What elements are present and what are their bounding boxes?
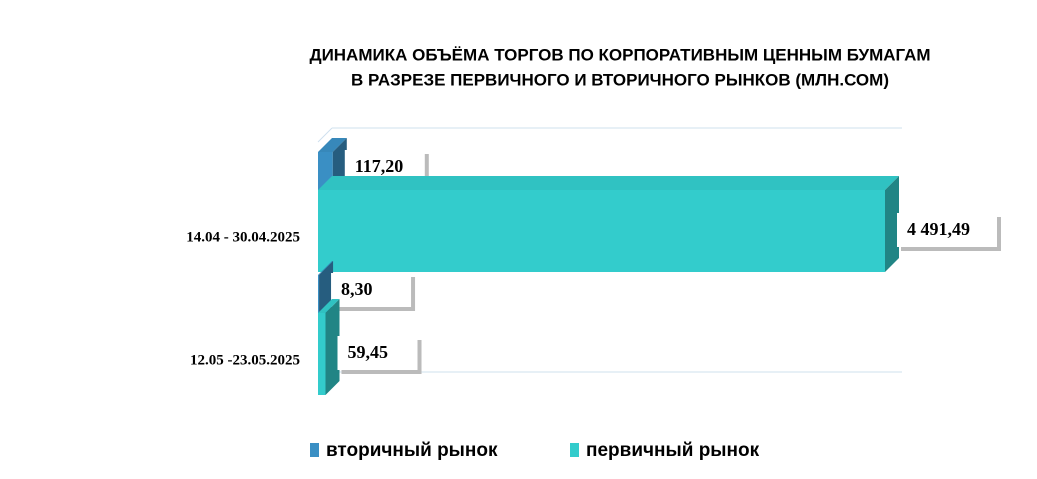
value-label: 59,45 — [348, 342, 389, 362]
legend-marker — [310, 443, 319, 457]
bar-top — [318, 299, 340, 313]
legend-label: первичный рынок — [586, 440, 760, 461]
bar-side — [325, 299, 340, 395]
label-box — [897, 213, 997, 247]
value-label: 117,20 — [355, 156, 404, 176]
bar-side — [885, 176, 899, 272]
chart-title: ДИНАМИКА ОБЪЁМА ТОРГОВ ПО КОРПОРАТИВНЫМ … — [309, 45, 930, 64]
y-tick-label: 12.05 -23.05.2025 — [190, 352, 300, 368]
bar-top — [318, 261, 334, 275]
bar — [318, 299, 340, 395]
bar-front — [318, 313, 326, 395]
value-label: 8,30 — [341, 279, 373, 299]
legend-label: вторичный рынок — [326, 440, 498, 461]
legend-marker — [570, 443, 579, 457]
frame-line — [317, 127, 333, 143]
bar-front — [318, 190, 885, 272]
chart-title: В РАЗРЕЗЕ ПЕРВИЧНОГО И ВТОРИЧНОГО РЫНКОВ… — [351, 70, 889, 89]
bar-top — [318, 138, 347, 152]
label-box — [337, 336, 418, 370]
bar — [318, 176, 899, 272]
y-tick-label: 14.04 - 30.04.2025 — [186, 229, 300, 245]
value-label: 4 491,49 — [907, 219, 970, 239]
bar-top — [318, 176, 899, 190]
label-box — [331, 273, 412, 307]
